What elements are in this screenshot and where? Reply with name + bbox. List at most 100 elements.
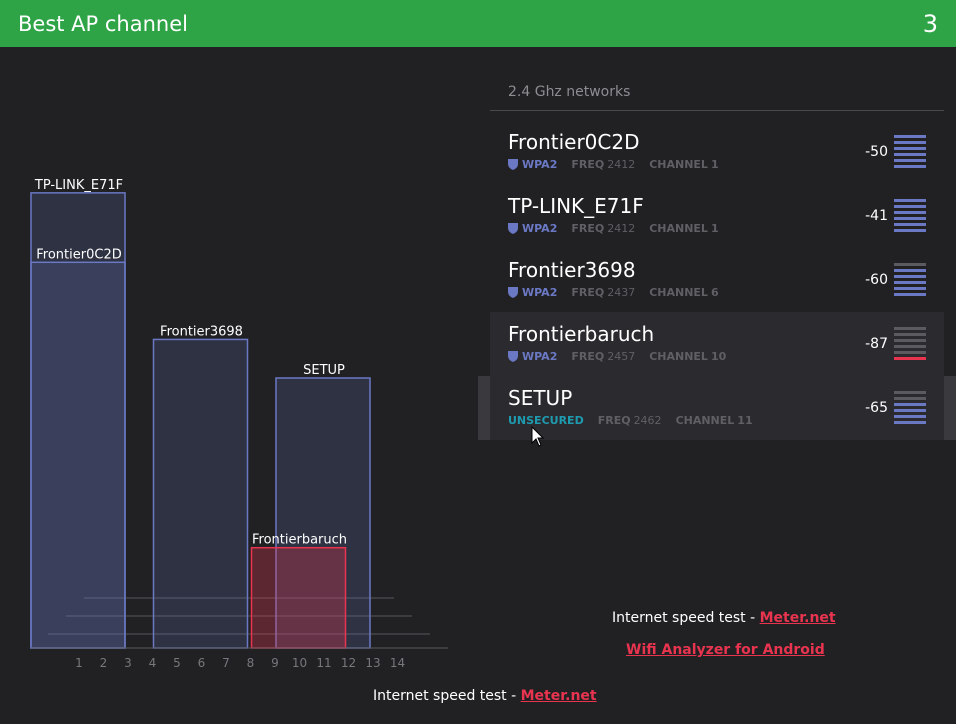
network-list: Frontier0C2D WPA2 FREQ 2412 CHANNEL 1 -50 TP-LI… xyxy=(478,120,956,440)
signal-bar xyxy=(894,421,926,424)
x-tick-label: 14 xyxy=(390,656,405,670)
rssi-value: -87 xyxy=(865,336,888,352)
signal-bar xyxy=(894,339,926,342)
x-tick-label: 11 xyxy=(316,656,331,670)
bar-label: Frontier3698 xyxy=(160,324,243,339)
signal-strength-icon xyxy=(894,262,926,298)
channel-chart: TP-LINK_E71F Frontier0C2D Frontier3698 SETU… xyxy=(30,178,448,670)
signal-strength-icon xyxy=(894,390,926,426)
network-meta: WPA2 FREQ 2457 CHANNEL 10 xyxy=(508,350,726,363)
channel-value: 11 xyxy=(737,414,753,427)
signal-bar xyxy=(894,229,926,232)
signal-strength-icon xyxy=(894,326,926,362)
signal-strength-icon xyxy=(894,198,926,234)
security-type: WPA2 xyxy=(522,158,558,171)
signal-bar xyxy=(894,269,926,272)
channel-bar xyxy=(30,192,126,649)
rssi-value: -41 xyxy=(865,208,888,224)
network-item[interactable]: Frontierbaruch WPA2 FREQ 2457 CHANNEL 10 -87 xyxy=(490,312,944,376)
signal-bar xyxy=(894,351,926,354)
signal-bar xyxy=(894,357,926,360)
freq-value: 2437 xyxy=(607,286,636,299)
channel-bar xyxy=(275,377,371,649)
network-item[interactable]: SETUP UNSECURED FREQ 2462 CHANNEL 11 -65 xyxy=(478,376,956,440)
bar-label: Frontier0C2D xyxy=(36,247,121,262)
section-label: 2.4 Ghz networks xyxy=(508,84,631,100)
signal-bar xyxy=(894,199,926,202)
signal-bar xyxy=(894,287,926,290)
signal-bar xyxy=(894,159,926,162)
rssi-value: -65 xyxy=(865,400,888,416)
network-item[interactable]: Frontier0C2D WPA2 FREQ 2412 CHANNEL 1 -50 xyxy=(490,120,944,184)
x-tick-label: 12 xyxy=(341,656,356,670)
channel-value: 6 xyxy=(710,286,719,299)
bar-label: SETUP xyxy=(303,363,345,378)
network-item[interactable]: TP-LINK_E71F WPA2 FREQ 2412 CHANNEL 1 -41 xyxy=(490,184,944,248)
wifi-analyzer-android-link[interactable]: Wifi Analyzer for Android xyxy=(626,642,825,658)
signal-bar xyxy=(894,165,926,168)
signal-bar xyxy=(894,153,926,156)
network-item[interactable]: Frontier3698 WPA2 FREQ 2437 CHANNEL 6 -60 xyxy=(490,248,944,312)
signal-bar xyxy=(894,223,926,226)
app-header: Best AP channel 3 xyxy=(0,0,956,47)
page-title: Best AP channel xyxy=(18,11,188,36)
shield-icon xyxy=(508,287,518,298)
channel-label: CHANNEL xyxy=(675,414,735,427)
speed-test-promo-right: Internet speed test - Meter.net xyxy=(612,610,836,626)
channel-label: CHANNEL xyxy=(649,222,708,235)
freq-label: FREQ xyxy=(597,414,631,427)
x-tick-label: 10 xyxy=(292,656,307,670)
best-channel-value: 3 xyxy=(922,9,938,38)
signal-bar xyxy=(894,135,926,138)
freq-label: FREQ xyxy=(571,222,605,235)
rssi-value: -60 xyxy=(865,272,888,288)
freq-value: 2412 xyxy=(607,158,636,171)
network-ssid: SETUP xyxy=(508,386,573,410)
signal-bar xyxy=(894,147,926,150)
bar-label: TP-LINK_E71F xyxy=(34,178,123,193)
network-ssid: Frontierbaruch xyxy=(508,322,655,346)
signal-bar xyxy=(894,403,926,406)
channel-value: 1 xyxy=(710,222,719,235)
freq-value: 2412 xyxy=(607,222,636,235)
signal-bar xyxy=(894,391,926,394)
shield-icon xyxy=(508,223,518,234)
channel-bar xyxy=(152,338,249,649)
signal-bar xyxy=(894,217,926,220)
network-ssid: TP-LINK_E71F xyxy=(508,194,644,218)
rssi-value: -50 xyxy=(865,144,888,160)
network-ssid: Frontier3698 xyxy=(508,258,636,282)
signal-strength-icon xyxy=(894,134,926,170)
security-type: WPA2 xyxy=(522,350,558,363)
signal-bar xyxy=(894,345,926,348)
signal-bar xyxy=(894,415,926,418)
x-tick-label: 7 xyxy=(222,656,230,670)
shield-icon xyxy=(508,351,518,362)
x-tick-label: 8 xyxy=(247,656,255,670)
speed-test-promo-bottom: Internet speed test - Meter.net xyxy=(373,688,597,704)
signal-bar xyxy=(894,275,926,278)
channel-bar xyxy=(250,546,347,649)
signal-bar xyxy=(894,141,926,144)
signal-bar xyxy=(894,333,926,336)
signal-bar xyxy=(894,263,926,266)
channel-value: 1 xyxy=(710,158,719,171)
meter-net-link[interactable]: Meter.net xyxy=(759,610,836,626)
x-tick-label: 5 xyxy=(173,656,181,670)
channel-bar xyxy=(30,261,126,649)
x-tick-label: 4 xyxy=(149,656,157,670)
network-meta: WPA2 FREQ 2437 CHANNEL 6 xyxy=(508,286,719,299)
network-meta: WPA2 FREQ 2412 CHANNEL 1 xyxy=(508,222,719,235)
freq-value: 2457 xyxy=(607,350,636,363)
security-type: WPA2 xyxy=(522,222,558,235)
meter-net-link[interactable]: Meter.net xyxy=(520,688,597,704)
signal-bar xyxy=(894,211,926,214)
signal-bar xyxy=(894,205,926,208)
x-tick-label: 9 xyxy=(271,656,279,670)
channel-label: CHANNEL xyxy=(649,158,708,171)
speed-test-label: Internet speed test - xyxy=(612,610,760,626)
channel-label: CHANNEL xyxy=(649,286,708,299)
freq-value: 2462 xyxy=(633,414,662,427)
speed-test-label: Internet speed test - xyxy=(373,688,521,704)
security-type: WPA2 xyxy=(522,286,558,299)
